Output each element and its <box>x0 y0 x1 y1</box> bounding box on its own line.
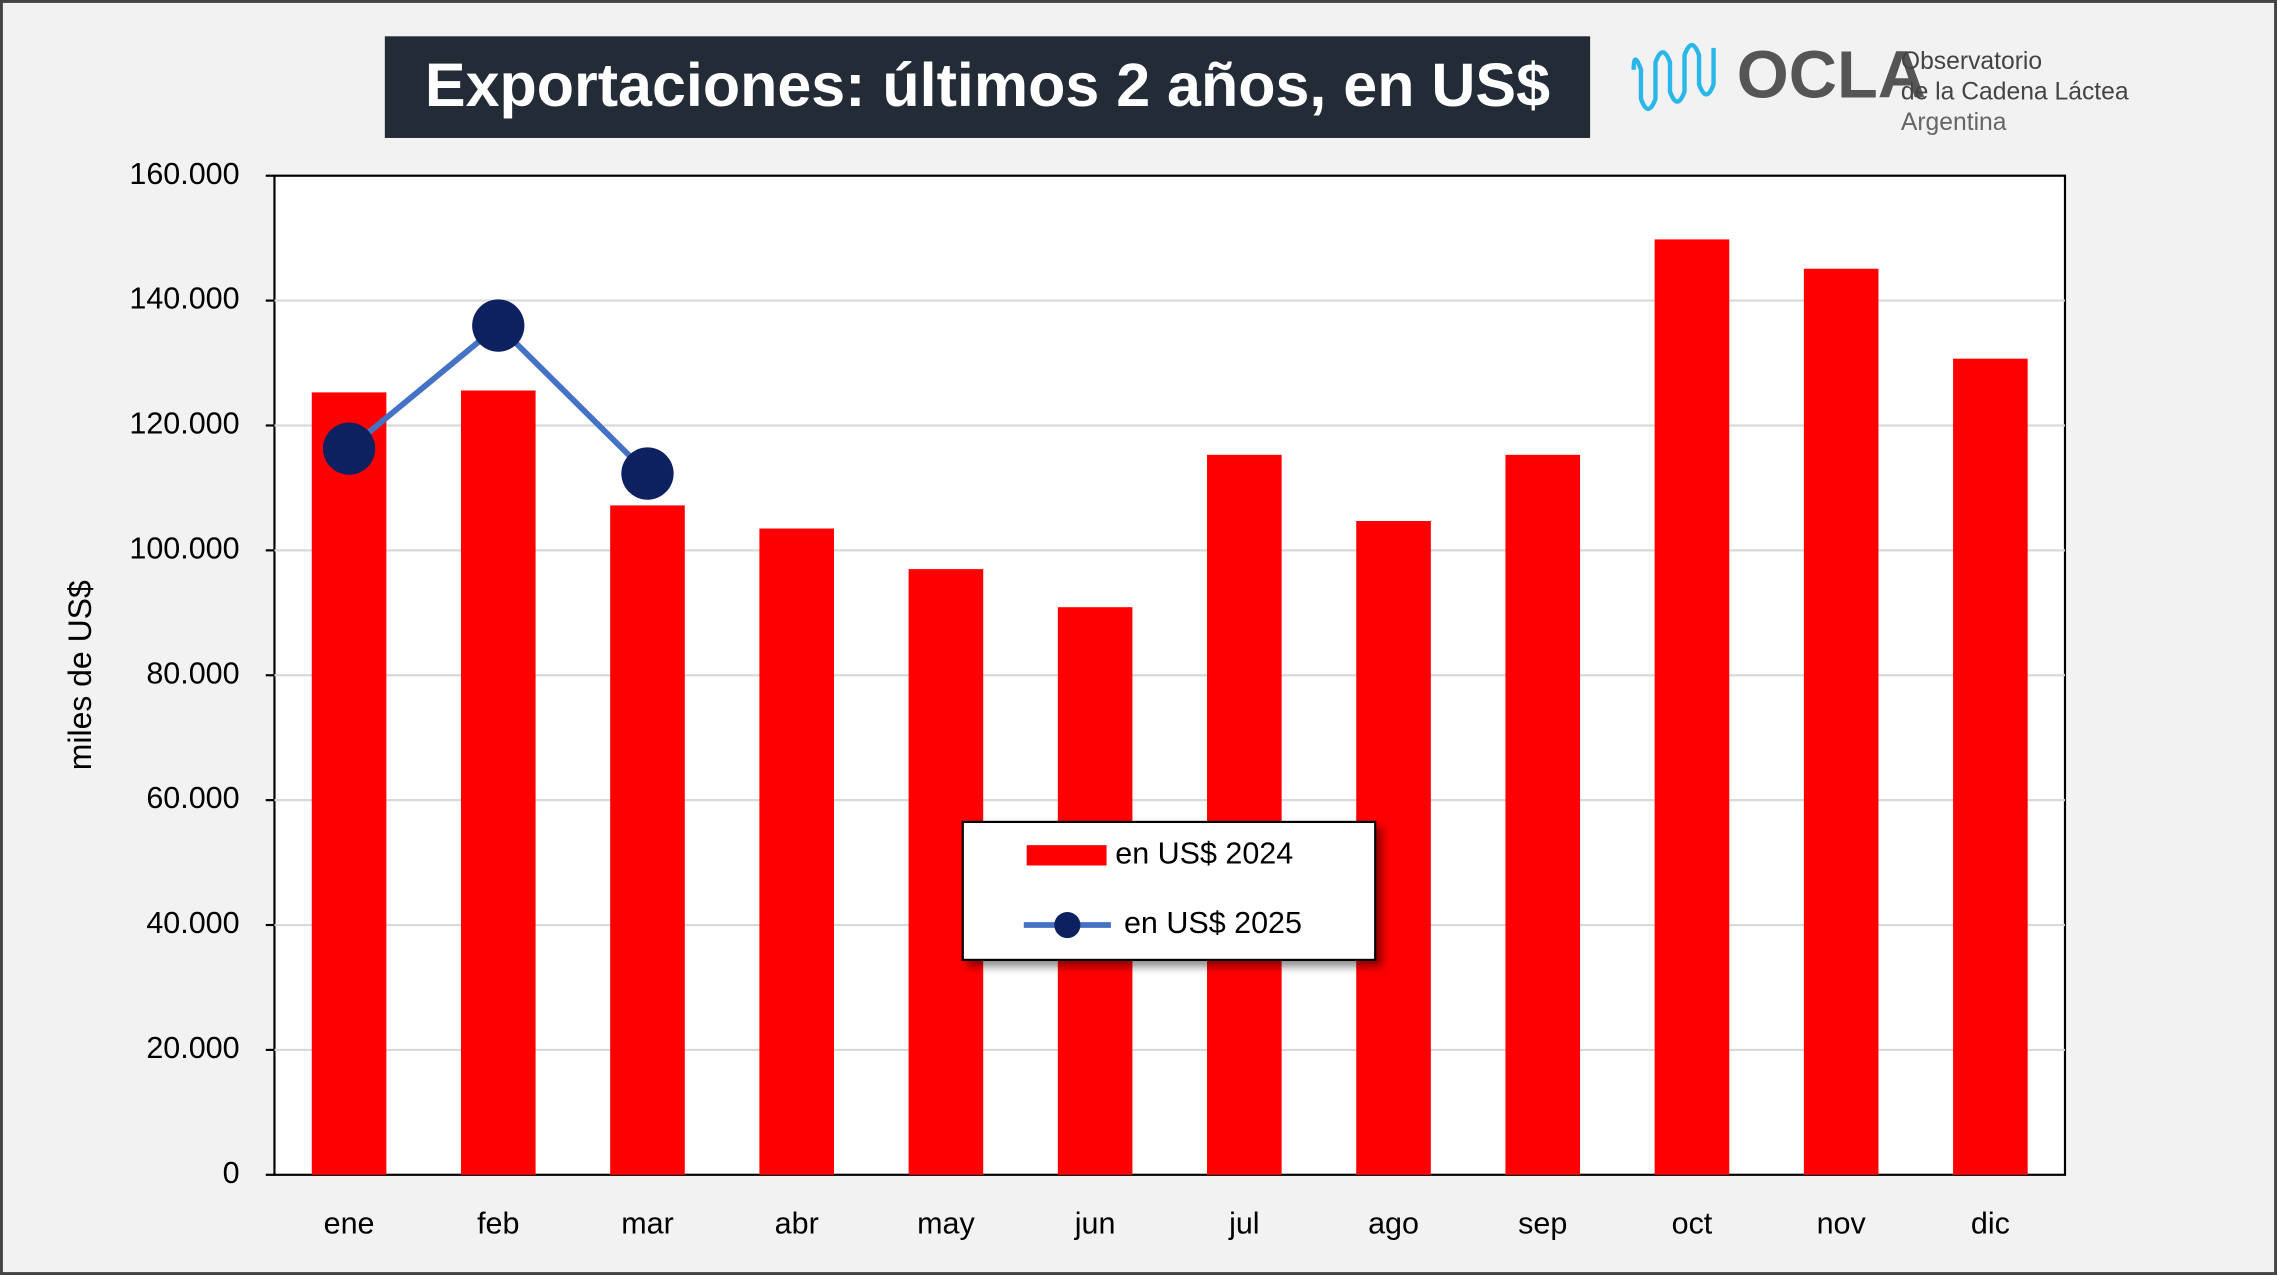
y-tick-label: 0 <box>223 1156 240 1190</box>
title-box <box>384 36 1591 138</box>
marker <box>322 422 376 475</box>
x-tick-label: feb <box>477 1207 519 1241</box>
bar <box>610 505 685 1175</box>
logo-icon <box>1631 42 1716 112</box>
x-tick-label: ene <box>324 1207 375 1241</box>
legend: en US$ 2024 en US$ 2025 <box>961 820 1377 961</box>
bar <box>1207 454 1282 1175</box>
legend-box <box>961 820 1377 961</box>
y-tick-label: 40.000 <box>146 906 239 940</box>
marker <box>472 299 525 352</box>
bar <box>759 528 834 1175</box>
x-tick-label: may <box>917 1207 975 1241</box>
marker <box>621 447 674 500</box>
y-axis-label: miles de US$ <box>62 580 98 770</box>
x-tick-label: oct <box>1672 1207 1713 1241</box>
x-tick-label: ago <box>1368 1207 1419 1241</box>
x-tick-label: dic <box>1971 1207 2010 1241</box>
x-tick-label: jul <box>1228 1207 1260 1241</box>
y-tick-label: 160.000 <box>129 157 239 191</box>
x-tick-label: jun <box>1074 1207 1116 1241</box>
y-tick-label: 120.000 <box>129 407 239 441</box>
bar <box>1803 268 1879 1175</box>
y-tick-label: 100.000 <box>129 531 239 565</box>
bar <box>311 392 387 1175</box>
x-tick-label: mar <box>621 1207 674 1241</box>
x-tick-label: nov <box>1817 1207 1867 1241</box>
legend-label: en US$ 2024 <box>1115 836 1293 870</box>
logo-text: Observatorio <box>1901 48 2042 75</box>
y-tick-label: 140.000 <box>129 282 239 316</box>
y-tick-label: 60.000 <box>146 781 239 815</box>
logo-text: Argentina <box>1901 109 2007 136</box>
legend-swatch <box>1054 911 1081 939</box>
x-tick-label: abr <box>775 1207 819 1241</box>
bar <box>460 390 536 1175</box>
bar <box>1654 239 1730 1175</box>
y-tick-label: 20.000 <box>146 1031 239 1065</box>
logo-text: de la Cadena Láctea <box>1901 78 2129 105</box>
legend-swatch <box>1026 845 1107 866</box>
bar <box>1505 454 1581 1175</box>
chart-title: Exportaciones: últimos 2 años, en US$ <box>425 51 1550 119</box>
x-tick-label: sep <box>1518 1207 1567 1241</box>
bar <box>1953 358 2028 1175</box>
logo-name: OCLA <box>1737 39 1926 113</box>
y-tick-label: 80.000 <box>146 656 239 690</box>
legend-label: en US$ 2025 <box>1124 906 1302 940</box>
